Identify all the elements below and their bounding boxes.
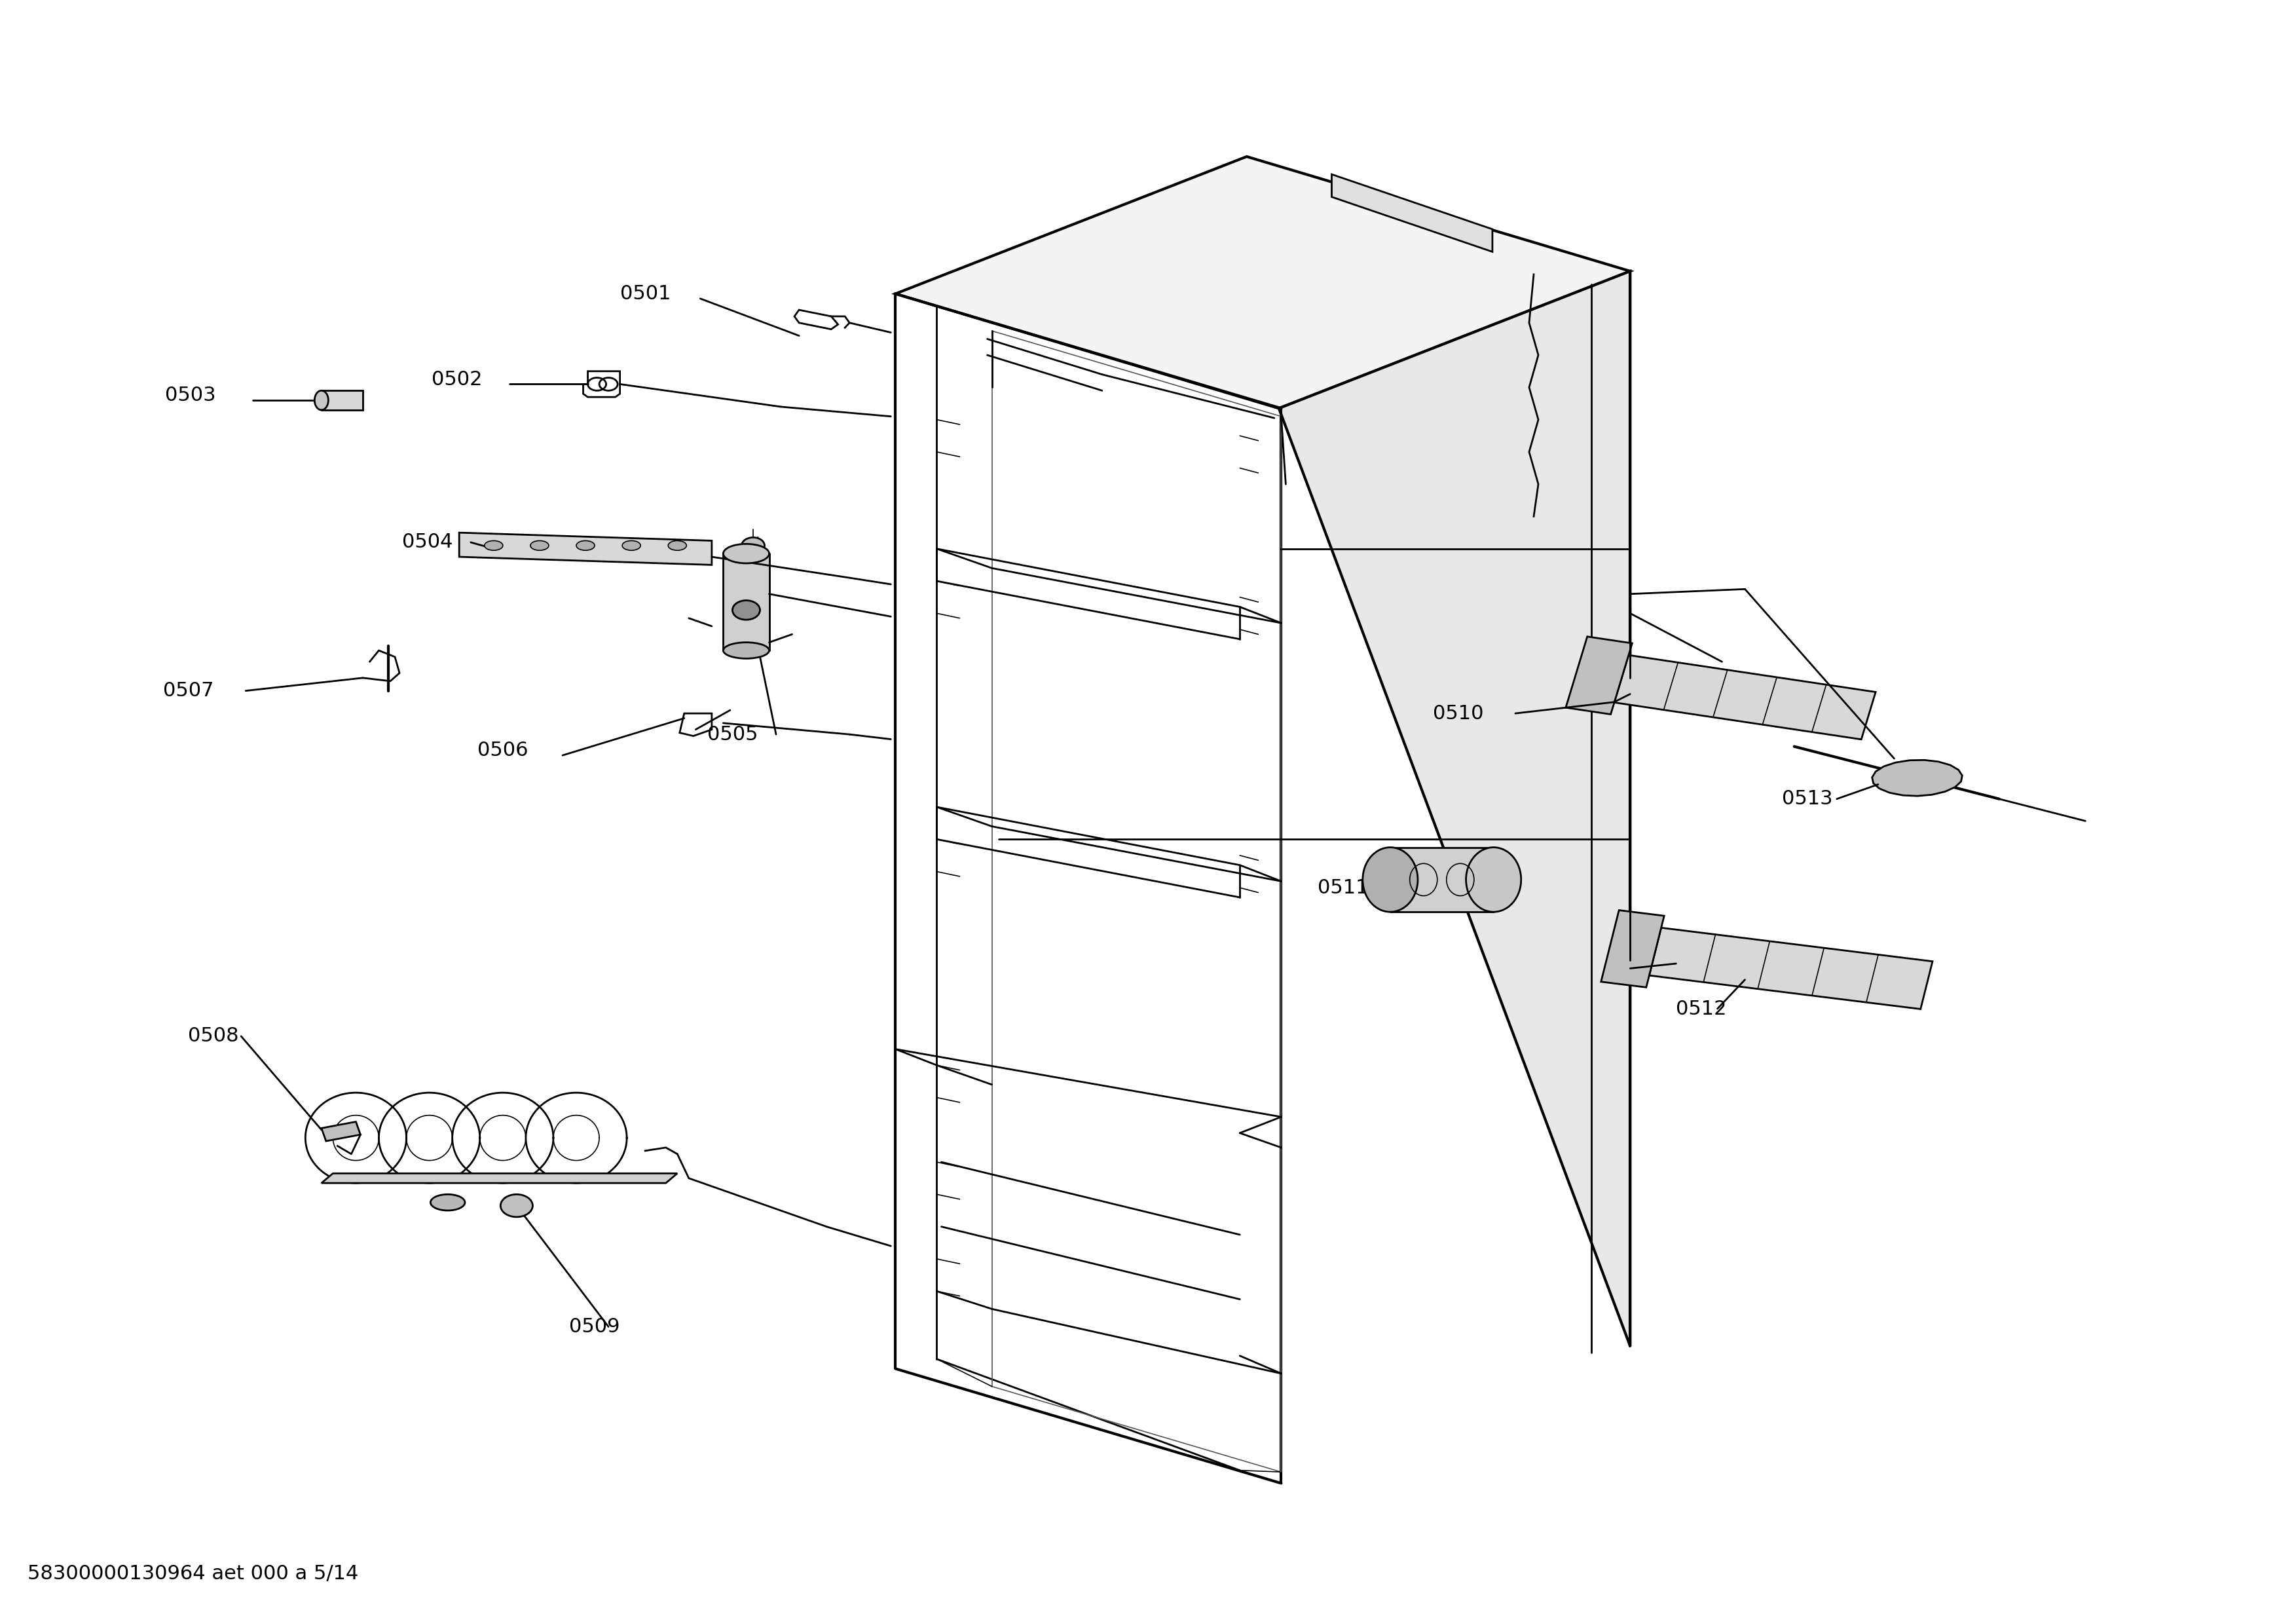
Text: 0506: 0506	[478, 741, 528, 760]
Polygon shape	[1279, 271, 1630, 1346]
Text: 0512: 0512	[1676, 999, 1727, 1018]
Bar	[723, 554, 769, 650]
Text: 0504: 0504	[402, 533, 452, 552]
Polygon shape	[895, 157, 1630, 408]
Ellipse shape	[315, 391, 328, 410]
Polygon shape	[459, 533, 712, 565]
Text: 0505: 0505	[707, 725, 758, 744]
Text: 0501: 0501	[620, 284, 670, 303]
Ellipse shape	[723, 544, 769, 563]
Polygon shape	[1649, 928, 1933, 1009]
Ellipse shape	[432, 1194, 464, 1210]
Circle shape	[501, 1194, 533, 1217]
Text: 0511: 0511	[1318, 878, 1368, 897]
Ellipse shape	[530, 541, 549, 550]
Bar	[321, 391, 363, 410]
Text: 0513: 0513	[1782, 789, 1832, 809]
Ellipse shape	[668, 541, 687, 550]
Ellipse shape	[484, 541, 503, 550]
Text: 0510: 0510	[1433, 704, 1483, 723]
Text: 58300000130964 aet 000 a 5/14: 58300000130964 aet 000 a 5/14	[28, 1564, 358, 1583]
Polygon shape	[1871, 760, 1963, 796]
Ellipse shape	[1364, 847, 1419, 912]
Polygon shape	[1332, 174, 1492, 252]
Ellipse shape	[1465, 847, 1520, 912]
Ellipse shape	[576, 541, 595, 550]
Text: 0503: 0503	[165, 386, 216, 405]
Text: 0507: 0507	[163, 681, 214, 700]
Polygon shape	[1600, 910, 1665, 988]
Circle shape	[742, 537, 765, 554]
Text: 0502: 0502	[432, 370, 482, 389]
Text: 0508: 0508	[188, 1027, 239, 1046]
Text: 0509: 0509	[569, 1317, 620, 1336]
Ellipse shape	[723, 642, 769, 659]
Polygon shape	[1614, 655, 1876, 739]
Polygon shape	[321, 1173, 677, 1183]
Polygon shape	[321, 1122, 360, 1141]
Polygon shape	[1566, 636, 1632, 715]
Circle shape	[732, 600, 760, 620]
Bar	[1391, 847, 1495, 912]
Ellipse shape	[622, 541, 641, 550]
